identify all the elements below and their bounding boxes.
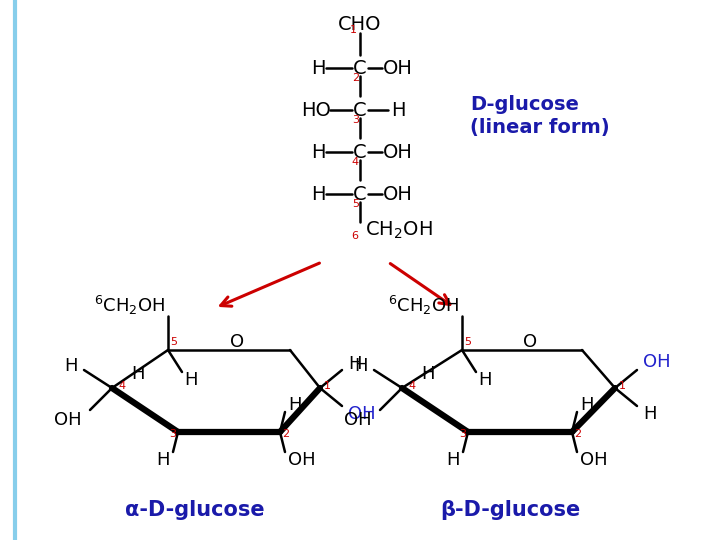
Text: OH: OH (383, 143, 413, 161)
Text: C: C (354, 185, 366, 204)
Text: H: H (391, 100, 405, 119)
Text: O: O (230, 333, 244, 351)
Text: OH: OH (383, 58, 413, 78)
Text: 5: 5 (464, 337, 471, 347)
Text: 4: 4 (352, 157, 359, 167)
Text: 5: 5 (170, 337, 177, 347)
Text: H: H (288, 396, 302, 414)
Text: 5: 5 (352, 199, 359, 209)
Text: OH: OH (55, 411, 82, 429)
Text: H: H (156, 451, 170, 469)
Text: CHO: CHO (338, 16, 382, 35)
Text: D-glucose: D-glucose (470, 96, 579, 114)
Text: $^6$CH$_2$OH: $^6$CH$_2$OH (387, 293, 459, 316)
Text: CH$_2$OH: CH$_2$OH (365, 219, 433, 241)
Text: OH: OH (643, 353, 670, 371)
Text: 1: 1 (324, 381, 331, 391)
Text: 1: 1 (350, 25, 357, 35)
Text: 2: 2 (352, 73, 359, 83)
Text: OH: OH (348, 405, 376, 423)
Text: H: H (354, 357, 368, 375)
Text: OH: OH (288, 451, 315, 469)
Text: β-D-glucose: β-D-glucose (440, 500, 580, 520)
Text: H: H (131, 365, 145, 383)
Text: OH: OH (580, 451, 608, 469)
Text: (linear form): (linear form) (470, 118, 610, 138)
Text: $^6$CH$_2$OH: $^6$CH$_2$OH (94, 293, 165, 316)
Text: α-D-glucose: α-D-glucose (125, 500, 265, 520)
Text: C: C (354, 143, 366, 161)
Text: 1: 1 (619, 381, 626, 391)
Text: H: H (643, 405, 657, 423)
Text: H: H (348, 355, 361, 373)
Text: 3: 3 (352, 115, 359, 125)
Text: O: O (523, 333, 537, 351)
Text: 3: 3 (459, 429, 466, 439)
Text: 2: 2 (574, 429, 581, 439)
Text: H: H (421, 365, 435, 383)
Text: H: H (184, 371, 197, 389)
Text: H: H (311, 143, 325, 161)
Text: 2: 2 (282, 429, 289, 439)
Text: HO: HO (301, 100, 331, 119)
Text: H: H (65, 357, 78, 375)
Text: OH: OH (344, 411, 372, 429)
Text: H: H (446, 451, 460, 469)
Text: H: H (580, 396, 593, 414)
Text: H: H (478, 371, 492, 389)
Text: 3: 3 (169, 429, 176, 439)
Text: H: H (311, 185, 325, 204)
Text: OH: OH (383, 185, 413, 204)
Text: 6: 6 (351, 231, 358, 241)
Text: C: C (354, 58, 366, 78)
Text: 4: 4 (408, 381, 415, 391)
Text: C: C (354, 100, 366, 119)
Text: 4: 4 (118, 381, 125, 391)
Text: H: H (311, 58, 325, 78)
